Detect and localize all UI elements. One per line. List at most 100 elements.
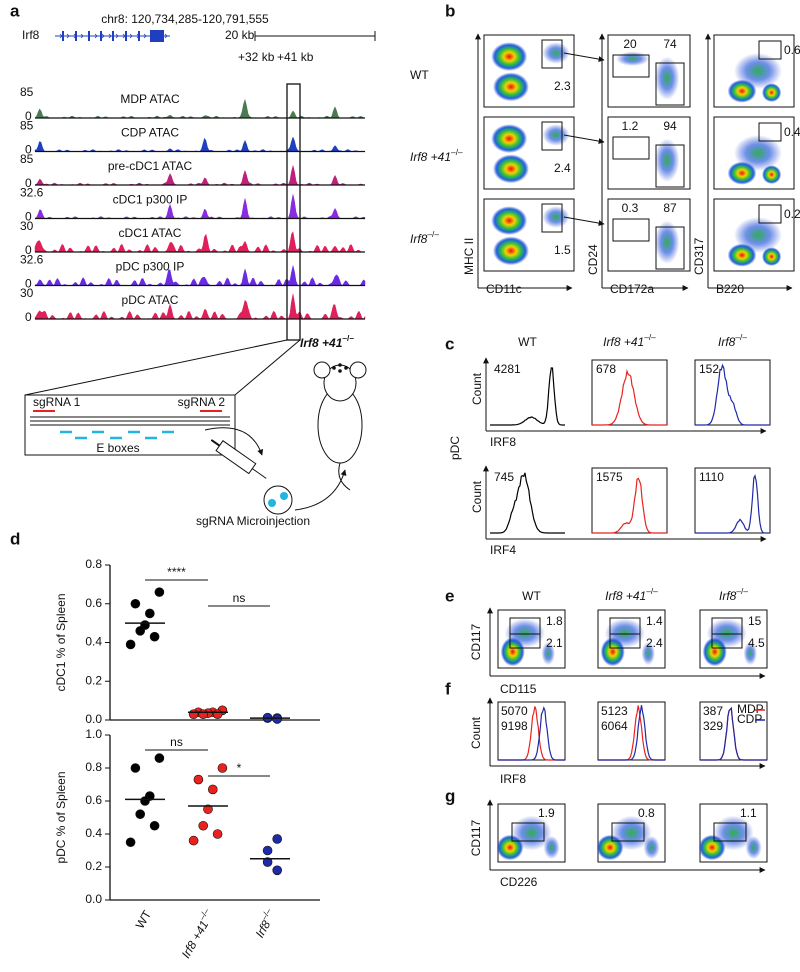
strand-chevron	[94, 33, 98, 39]
y-axis-label: cDC1 % of Spleen	[54, 593, 68, 691]
data-point	[193, 774, 204, 785]
injection-label: sgRNA Microinjection	[196, 514, 310, 528]
strand-chevron	[122, 33, 126, 39]
data-point	[212, 829, 223, 839]
track-signal	[34, 136, 366, 152]
panel-label: b	[445, 1, 455, 20]
mouse-spot	[344, 366, 348, 370]
panel-label: g	[445, 786, 455, 805]
data-point	[188, 709, 199, 719]
data-point	[188, 835, 199, 846]
gate	[655, 226, 685, 270]
histogram-curve	[695, 363, 770, 426]
ebox-label: E boxes	[96, 441, 139, 455]
panel-label: f	[445, 679, 451, 698]
plot-frame	[591, 359, 668, 426]
genotype-name: Irf8	[718, 335, 736, 349]
gate-percent: 1.5	[554, 243, 571, 257]
y-tick-label: 0.0	[85, 712, 102, 726]
density-cloud	[542, 206, 570, 228]
density-cloud	[654, 220, 680, 264]
histogram-curve	[592, 477, 667, 534]
density-cloud	[706, 618, 747, 648]
density-cloud	[611, 815, 652, 851]
mfi-value: 678	[596, 362, 616, 376]
density-cloud	[541, 641, 555, 666]
gate	[611, 822, 645, 842]
track-signal	[34, 265, 366, 286]
density-cloud	[734, 53, 782, 89]
x-axis-label: CD172a	[610, 282, 654, 296]
panel-label: a	[10, 1, 20, 20]
data-point	[135, 626, 145, 636]
genotype-label: Irf8–/–	[719, 586, 748, 603]
enhancer-label: +32 kb	[238, 50, 275, 64]
panel-label: c	[445, 334, 454, 353]
gate	[758, 40, 782, 60]
mfi-value: 745	[494, 470, 514, 484]
strand-chevron	[157, 33, 161, 39]
genotype-name: Irf8 +41	[410, 150, 451, 164]
track-signal	[34, 165, 366, 186]
data-point	[198, 709, 208, 719]
gate-percent: 1.9	[538, 806, 555, 820]
sgrna-label: sgRNA 2	[178, 395, 226, 409]
data-point	[154, 753, 165, 763]
mfi-value: 6064	[601, 719, 628, 733]
gate-percent: 74	[663, 37, 677, 51]
genotype-name: Irf8 +41	[179, 918, 212, 961]
gate	[758, 122, 782, 142]
track-name: MDP ATAC	[120, 92, 180, 106]
gate-percent: 20	[623, 37, 637, 51]
strand-chevron	[73, 33, 77, 39]
exon	[88, 31, 90, 41]
y-axis-label: Count	[470, 480, 484, 513]
zygote	[268, 499, 276, 507]
mfi-value: 9198	[501, 719, 528, 733]
gate	[713, 822, 747, 842]
scale-label: 20 kb	[225, 28, 255, 42]
gate-percent: 0.3	[622, 201, 639, 215]
gate-percent: 2.4	[646, 636, 663, 650]
genotype-name: WT	[518, 335, 537, 349]
density-cloud	[762, 83, 782, 102]
y-axis-label: pDC % of Spleen	[54, 771, 68, 863]
population-label: pDC	[448, 436, 462, 460]
gate-percent: 2.4	[554, 161, 571, 175]
legend-label: MDP	[737, 702, 764, 716]
track-min: 0	[25, 243, 32, 257]
y-axis-label: CD117	[469, 623, 483, 660]
track-signal	[34, 98, 366, 119]
density-cloud	[604, 618, 645, 648]
data-point	[154, 587, 165, 597]
genotype-name: Irf8 +41	[605, 589, 646, 603]
gate	[511, 822, 545, 842]
flow-arrow	[204, 427, 264, 456]
density-cloud	[511, 815, 552, 851]
track-name: cDC1 p300 IP	[113, 193, 188, 207]
y-axis-label: CD24	[586, 244, 600, 275]
gate-percent: 94	[663, 119, 677, 133]
y-tick-label: 0.4	[85, 635, 102, 649]
data-point	[198, 820, 208, 831]
exon	[62, 31, 64, 41]
x-axis-label: B220	[716, 282, 744, 296]
y-tick-label: 0.6	[85, 596, 102, 610]
track-max: 85	[20, 85, 34, 99]
genotype-label: Irf8–/–	[718, 332, 747, 349]
gate-percent: 2.1	[546, 636, 563, 650]
track-min: 0	[25, 143, 32, 157]
y-tick-label: 1.0	[85, 727, 102, 741]
data-point	[203, 804, 213, 815]
track-max: 85	[20, 152, 34, 166]
histogram-curve	[498, 706, 565, 761]
histogram-curve	[700, 706, 767, 761]
y-tick-label: 0.2	[85, 859, 102, 873]
genotype-label: Irf8 +41–/–	[603, 332, 656, 349]
mfi-value: 152	[699, 362, 719, 376]
data-point	[262, 845, 273, 856]
track-min: 0	[25, 310, 32, 324]
genotype-superscript: –/–	[736, 586, 748, 596]
strand-chevron	[66, 33, 70, 39]
